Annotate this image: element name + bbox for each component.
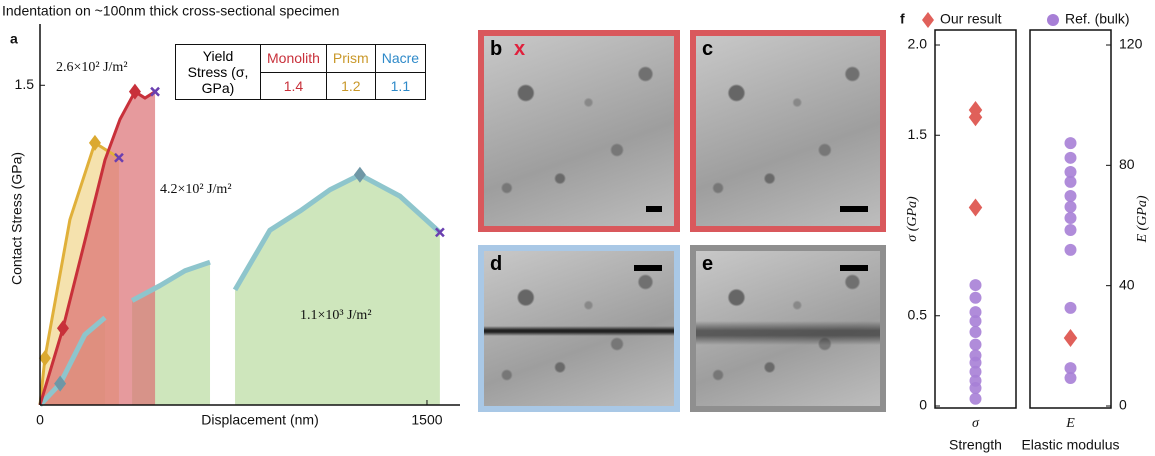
y-tick-label: 2.0 xyxy=(908,36,928,52)
legend-label: Ref. (bulk) xyxy=(1065,11,1130,27)
annotation: 2.6×10² J/m² xyxy=(56,60,128,75)
legend-swatch xyxy=(1047,14,1059,26)
scale-bar xyxy=(840,265,868,271)
image-panel: d xyxy=(478,245,680,412)
legend-swatch xyxy=(922,12,934,28)
annotation: 1.1×10³ J/m² xyxy=(300,308,372,323)
image-panel: c xyxy=(690,30,886,232)
x-axis-title: Strength xyxy=(949,437,1002,453)
point xyxy=(970,279,982,291)
panel-label: f xyxy=(900,11,905,27)
panel-label: b xyxy=(490,38,502,61)
point xyxy=(1065,152,1077,164)
panel-label: c xyxy=(702,38,713,61)
table-value: 1.1 xyxy=(375,72,425,100)
category-label: σ xyxy=(972,416,980,431)
y-axis-title: E (GPa) xyxy=(1135,195,1150,243)
crack xyxy=(484,326,674,336)
y-tick-label: 80 xyxy=(1119,156,1135,172)
category-label: E xyxy=(1065,416,1075,431)
x-axis-title: Displacement (nm) xyxy=(201,412,318,428)
y-tick-label: 1.5 xyxy=(15,76,35,92)
scale-bar xyxy=(840,206,868,212)
point xyxy=(970,315,982,327)
point xyxy=(1065,212,1077,224)
annotation: 4.2×10² J/m² xyxy=(160,182,232,197)
table-value: 1.4 xyxy=(261,72,327,100)
point xyxy=(1065,176,1077,188)
legend-label: Our result xyxy=(940,11,1002,27)
point xyxy=(1064,329,1078,347)
yield-table: Yield Stress (σ, GPa) Monolith Prism Nac… xyxy=(175,44,426,100)
page: Indentation on ~100nm thick cross-sectio… xyxy=(0,0,1155,456)
x-axis-title: Elastic modulus xyxy=(1021,437,1119,453)
y-tick-label: 1.5 xyxy=(908,126,928,142)
table-column: Prism xyxy=(326,45,375,73)
point xyxy=(1065,372,1077,384)
table-value: 1.2 xyxy=(326,72,375,100)
image-panel: e xyxy=(690,245,886,412)
panel-label: e xyxy=(702,253,713,276)
point xyxy=(1065,244,1077,256)
point xyxy=(1065,190,1077,202)
panel-label: a xyxy=(10,31,18,47)
y-tick-label: 0.5 xyxy=(908,306,928,322)
point xyxy=(970,339,982,351)
scale-bar xyxy=(634,265,662,271)
figure-title: Indentation on ~100nm thick cross-sectio… xyxy=(2,3,339,19)
y-tick-label: 120 xyxy=(1119,36,1143,52)
image-panel: b x xyxy=(478,30,680,232)
scale-bar xyxy=(646,206,662,212)
x-tick-label: 1500 xyxy=(411,412,442,428)
point xyxy=(970,393,982,405)
y-axis-title: σ (GPa) xyxy=(905,196,920,242)
point xyxy=(969,198,983,216)
table-header: Yield Stress (σ, GPa) xyxy=(176,45,261,100)
point xyxy=(1065,224,1077,236)
y-axis-title: Contact Stress (GPa) xyxy=(9,152,25,285)
table-column: Monolith xyxy=(261,45,327,73)
point xyxy=(970,382,982,394)
y-tick-label: 0 xyxy=(1119,397,1127,413)
crack xyxy=(696,321,880,345)
panel-label: d xyxy=(490,253,502,276)
point xyxy=(1065,302,1077,314)
point xyxy=(970,292,982,304)
point xyxy=(1065,201,1077,213)
x-tick-label: 0 xyxy=(36,412,44,428)
point xyxy=(1065,137,1077,149)
y-tick-label: 0 xyxy=(919,397,927,413)
point xyxy=(970,326,982,338)
image-marker: x xyxy=(514,38,525,61)
table-column: Nacre xyxy=(375,45,425,73)
y-tick-label: 40 xyxy=(1119,276,1135,292)
